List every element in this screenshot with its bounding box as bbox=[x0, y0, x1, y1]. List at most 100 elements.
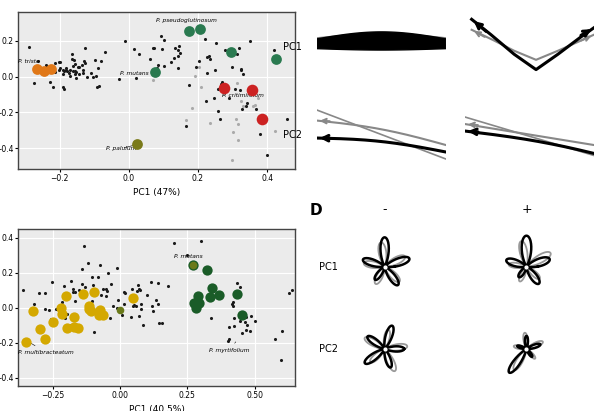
Point bbox=[131, 303, 141, 310]
Point bbox=[127, 286, 137, 292]
Point bbox=[35, 326, 44, 332]
Point bbox=[80, 284, 90, 290]
Point bbox=[173, 53, 183, 60]
Point bbox=[134, 51, 144, 57]
Point bbox=[216, 81, 226, 87]
Point bbox=[69, 56, 79, 63]
Point bbox=[58, 83, 68, 90]
Text: P. multibracteatum: P. multibracteatum bbox=[18, 343, 74, 355]
Text: D: D bbox=[310, 203, 322, 218]
Point bbox=[83, 259, 92, 266]
Text: PC1: PC1 bbox=[319, 262, 338, 272]
Point bbox=[112, 305, 121, 311]
Point bbox=[19, 287, 28, 293]
Point bbox=[170, 44, 180, 51]
Point bbox=[220, 47, 230, 54]
Point bbox=[230, 86, 240, 92]
Point bbox=[130, 301, 139, 308]
Point bbox=[231, 116, 241, 122]
Text: P. mutans: P. mutans bbox=[174, 254, 203, 265]
Point bbox=[148, 45, 157, 52]
Point bbox=[80, 289, 89, 295]
Point bbox=[224, 336, 234, 342]
Point bbox=[84, 303, 94, 309]
Point bbox=[233, 120, 243, 127]
Point bbox=[90, 57, 100, 63]
Point bbox=[236, 67, 246, 73]
Point bbox=[233, 137, 243, 143]
Point bbox=[238, 312, 247, 318]
Point bbox=[117, 312, 127, 318]
Point bbox=[156, 33, 166, 39]
Text: +: + bbox=[521, 203, 532, 216]
Point bbox=[102, 288, 112, 294]
Point bbox=[227, 300, 237, 307]
Point bbox=[113, 297, 122, 303]
Point bbox=[202, 70, 212, 76]
Point bbox=[69, 323, 79, 330]
Point bbox=[154, 320, 164, 327]
Point bbox=[101, 293, 111, 300]
Point bbox=[181, 117, 191, 123]
Point bbox=[77, 62, 86, 69]
Point bbox=[135, 287, 145, 293]
Point bbox=[142, 292, 152, 298]
Point bbox=[169, 54, 179, 61]
Point bbox=[160, 63, 169, 69]
Point bbox=[224, 324, 234, 331]
Point bbox=[269, 46, 279, 53]
Point bbox=[70, 67, 79, 74]
Point bbox=[61, 65, 70, 72]
Point bbox=[54, 67, 64, 73]
Point bbox=[173, 46, 182, 53]
Point bbox=[248, 103, 258, 110]
Point bbox=[39, 68, 49, 74]
Point bbox=[206, 55, 215, 62]
Point bbox=[223, 338, 233, 345]
Point bbox=[55, 59, 65, 65]
Point bbox=[78, 67, 88, 73]
Point bbox=[188, 262, 197, 268]
Point bbox=[228, 299, 238, 305]
Point bbox=[214, 292, 224, 298]
Point bbox=[251, 318, 260, 324]
Point bbox=[236, 66, 245, 73]
Point bbox=[59, 68, 69, 75]
Point bbox=[71, 74, 81, 81]
Point bbox=[245, 38, 255, 44]
Point bbox=[24, 44, 34, 51]
Point bbox=[200, 36, 209, 42]
Point bbox=[236, 87, 245, 94]
Text: P. pseudoglutinosum: P. pseudoglutinosum bbox=[157, 18, 217, 29]
Point bbox=[226, 48, 236, 55]
Point bbox=[210, 66, 220, 73]
Point bbox=[234, 45, 244, 51]
Point bbox=[74, 286, 84, 293]
Point bbox=[270, 336, 280, 342]
Point bbox=[287, 286, 296, 293]
Point bbox=[61, 296, 71, 302]
Point bbox=[132, 288, 142, 295]
Point bbox=[182, 122, 191, 129]
Point bbox=[88, 73, 98, 80]
Point bbox=[247, 87, 256, 93]
Point bbox=[257, 115, 267, 122]
Point bbox=[54, 59, 64, 65]
Point bbox=[134, 285, 143, 292]
Point bbox=[133, 282, 142, 288]
Text: PC2: PC2 bbox=[319, 344, 338, 354]
Point bbox=[8, 279, 18, 286]
Point bbox=[229, 323, 239, 329]
Point bbox=[67, 51, 77, 57]
Point bbox=[71, 298, 80, 305]
Point bbox=[185, 28, 194, 35]
Point bbox=[213, 108, 223, 114]
Point bbox=[174, 43, 184, 50]
Point bbox=[283, 116, 292, 122]
Point bbox=[79, 243, 89, 249]
Point bbox=[96, 58, 106, 64]
Point bbox=[196, 83, 206, 90]
Point bbox=[101, 285, 110, 292]
Text: B: B bbox=[253, 0, 265, 3]
Point bbox=[228, 302, 238, 309]
